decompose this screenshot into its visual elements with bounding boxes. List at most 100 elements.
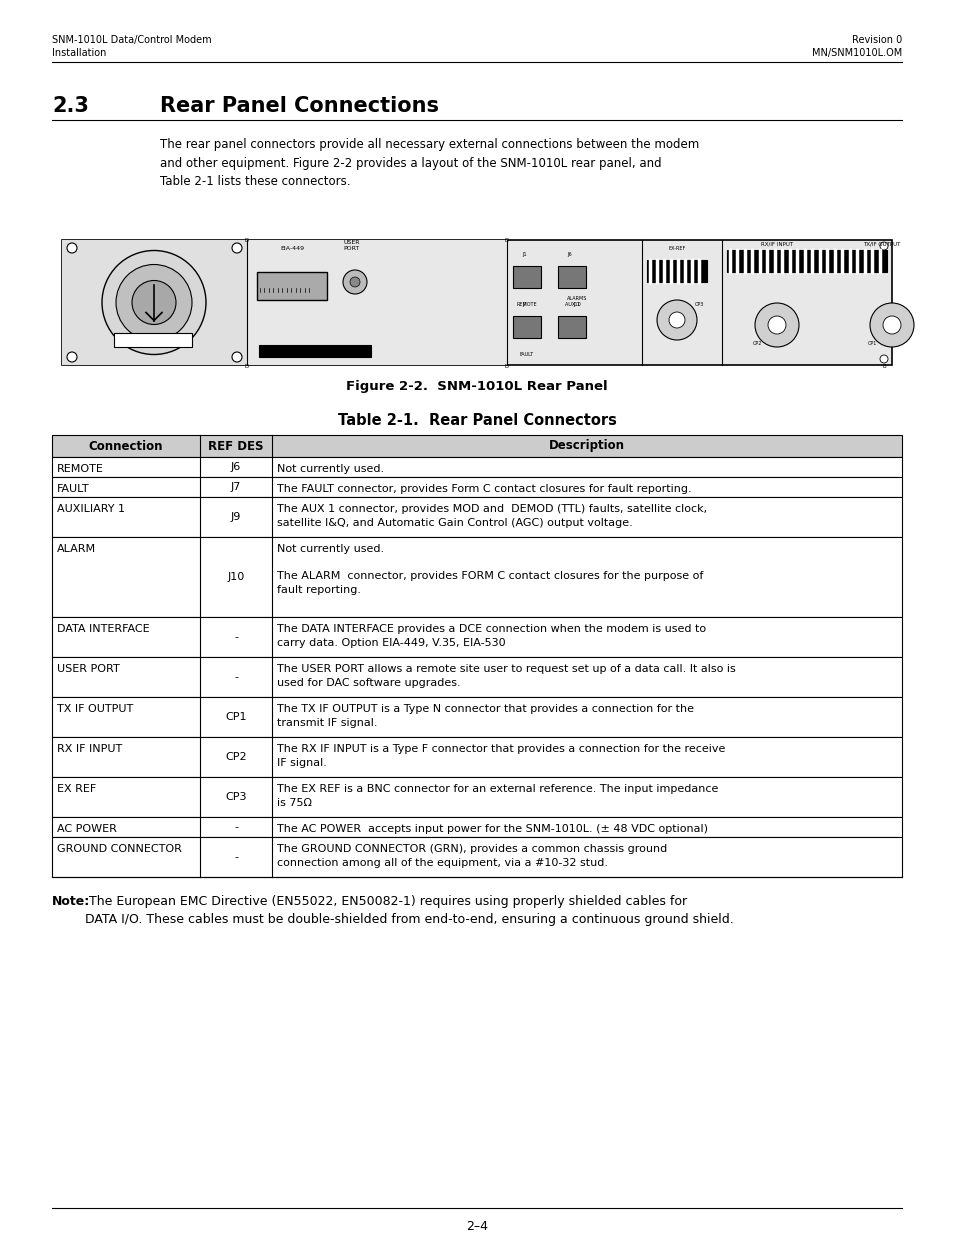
Circle shape	[879, 242, 887, 249]
Text: D: D	[504, 364, 509, 369]
Text: The RX IF INPUT is a Type F connector that provides a connection for the receive: The RX IF INPUT is a Type F connector th…	[276, 743, 724, 768]
Text: ALARMS
J10: ALARMS J10	[566, 296, 587, 308]
Bar	[52, 457, 901, 477]
Text: The EX REF is a BNC connector for an external reference. The input impedance
is : The EX REF is a BNC connector for an ext…	[276, 784, 718, 808]
Text: ALARM: ALARM	[57, 543, 96, 555]
Bar	[52, 477, 901, 496]
Text: J9: J9	[231, 513, 241, 522]
Bar	[52, 657, 901, 697]
Bar	[52, 618, 901, 657]
Circle shape	[657, 300, 697, 340]
Text: FAULT: FAULT	[57, 484, 90, 494]
Bar	[513, 266, 540, 288]
Circle shape	[754, 303, 799, 347]
Text: D: D	[504, 238, 509, 243]
Bar	[52, 435, 901, 457]
Circle shape	[343, 270, 367, 294]
Text: J6: J6	[231, 462, 241, 472]
Text: AC POWER: AC POWER	[57, 824, 117, 834]
Text: USER
PORT: USER PORT	[343, 240, 360, 251]
Text: -: -	[233, 672, 237, 682]
Text: FAULT: FAULT	[519, 352, 534, 357]
Text: AUXILIARY 1: AUXILIARY 1	[57, 504, 125, 514]
Text: SNM-1010L Data/Control Modem: SNM-1010L Data/Control Modem	[52, 35, 212, 44]
Bar	[258, 345, 371, 357]
Text: B: B	[882, 364, 885, 369]
Bar	[52, 737, 901, 777]
Text: CP1: CP1	[225, 713, 247, 722]
Bar	[52, 837, 901, 877]
Text: AUX 1: AUX 1	[564, 303, 578, 308]
Circle shape	[132, 280, 175, 325]
Text: Installation: Installation	[52, 48, 107, 58]
Text: CP3: CP3	[225, 792, 247, 802]
Text: EIA-449: EIA-449	[279, 246, 304, 251]
Text: CP2: CP2	[752, 341, 761, 346]
Text: -: -	[233, 632, 237, 642]
Text: Note:: Note:	[52, 895, 91, 908]
Bar	[52, 777, 901, 818]
Circle shape	[668, 312, 684, 329]
Text: D: D	[245, 364, 249, 369]
Text: REF DES: REF DES	[208, 440, 263, 452]
Circle shape	[767, 316, 785, 333]
Bar	[726, 249, 886, 272]
Text: USER PORT: USER PORT	[57, 664, 120, 674]
Circle shape	[67, 243, 77, 253]
Text: J7: J7	[522, 303, 527, 308]
Text: J1: J1	[522, 252, 527, 257]
Bar	[52, 537, 901, 618]
Text: GROUND CONNECTOR: GROUND CONNECTOR	[57, 844, 182, 853]
Circle shape	[102, 251, 206, 354]
Text: DATA INTERFACE: DATA INTERFACE	[57, 624, 150, 634]
Bar	[52, 496, 901, 537]
Text: 2–4: 2–4	[465, 1220, 488, 1233]
Text: Not currently used.: Not currently used.	[276, 464, 384, 474]
Circle shape	[232, 243, 242, 253]
Bar	[256, 272, 327, 300]
Text: Table 2-1.  Rear Panel Connectors: Table 2-1. Rear Panel Connectors	[337, 412, 616, 429]
Text: REMOTE: REMOTE	[517, 303, 537, 308]
Text: The GROUND CONNECTOR (GRN), provides a common chassis ground
connection among al: The GROUND CONNECTOR (GRN), provides a c…	[276, 844, 666, 868]
Text: The European EMC Directive (EN55022, EN50082-1) requires using properly shielded: The European EMC Directive (EN55022, EN5…	[85, 895, 733, 926]
Circle shape	[232, 352, 242, 362]
Bar	[558, 316, 585, 338]
Bar	[62, 240, 891, 366]
Text: J10: J10	[227, 572, 244, 582]
Circle shape	[879, 354, 887, 363]
Text: D: D	[245, 238, 249, 243]
Text: Not currently used.

The ALARM  connector, provides FORM C contact closures for : Not currently used. The ALARM connector,…	[276, 543, 702, 595]
Bar	[52, 697, 901, 737]
Text: Connection: Connection	[89, 440, 163, 452]
Text: RX IF INPUT: RX IF INPUT	[57, 743, 122, 755]
Circle shape	[882, 316, 900, 333]
Text: MN/SNM1010L.OM: MN/SNM1010L.OM	[811, 48, 901, 58]
Text: J6: J6	[567, 252, 572, 257]
Bar	[62, 240, 247, 366]
Text: The AC POWER  accepts input power for the SNM-1010L. (± 48 VDC optional): The AC POWER accepts input power for the…	[276, 824, 707, 834]
Text: The USER PORT allows a remote site user to request set up of a data call. It als: The USER PORT allows a remote site user …	[276, 664, 735, 688]
Text: CP2: CP2	[225, 752, 247, 762]
Text: EX-REF: EX-REF	[668, 246, 685, 251]
Bar	[113, 333, 192, 347]
Text: -: -	[233, 823, 237, 832]
Bar	[247, 240, 506, 366]
Text: The rear panel connectors provide all necessary external connections between the: The rear panel connectors provide all ne…	[160, 138, 699, 188]
Bar	[558, 266, 585, 288]
Text: Rear Panel Connections: Rear Panel Connections	[160, 96, 438, 116]
Text: Revision 0: Revision 0	[851, 35, 901, 44]
Text: REMOTE: REMOTE	[57, 464, 104, 474]
Text: CP3: CP3	[695, 303, 703, 308]
Text: Figure 2-2.  SNM-1010L Rear Panel: Figure 2-2. SNM-1010L Rear Panel	[346, 380, 607, 393]
Text: The DATA INTERFACE provides a DCE connection when the modem is used to
carry dat: The DATA INTERFACE provides a DCE connec…	[276, 624, 705, 647]
Bar	[52, 818, 901, 837]
Text: J7: J7	[231, 482, 241, 492]
Circle shape	[869, 303, 913, 347]
Text: 2.3: 2.3	[52, 96, 89, 116]
Bar	[513, 316, 540, 338]
Circle shape	[116, 264, 192, 341]
Text: -: -	[233, 852, 237, 862]
Bar	[646, 261, 706, 282]
Circle shape	[350, 277, 359, 287]
Bar	[52, 435, 901, 457]
